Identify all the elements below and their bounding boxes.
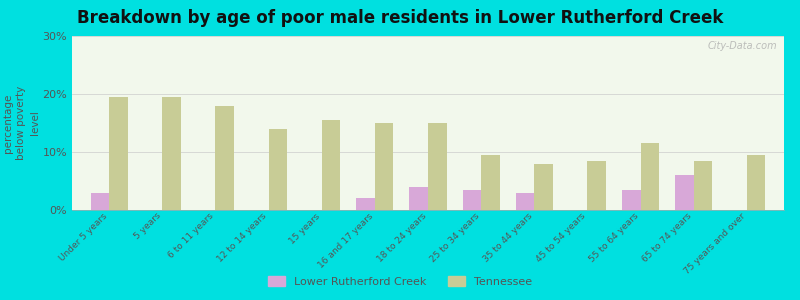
Bar xyxy=(747,155,766,210)
Bar xyxy=(109,97,128,210)
Bar xyxy=(641,143,659,210)
Bar xyxy=(481,155,500,210)
Bar xyxy=(516,193,534,210)
Y-axis label: percentage
below poverty
level: percentage below poverty level xyxy=(3,86,40,160)
Bar xyxy=(356,198,375,210)
Bar xyxy=(90,193,109,210)
Bar xyxy=(675,175,694,210)
Bar xyxy=(410,187,428,210)
Bar xyxy=(534,164,553,210)
Bar xyxy=(587,161,606,210)
Bar xyxy=(322,120,340,210)
Bar xyxy=(375,123,394,210)
Bar xyxy=(215,106,234,210)
Text: Breakdown by age of poor male residents in Lower Rutherford Creek: Breakdown by age of poor male residents … xyxy=(77,9,723,27)
Text: City-Data.com: City-Data.com xyxy=(707,41,777,51)
Legend: Lower Rutherford Creek, Tennessee: Lower Rutherford Creek, Tennessee xyxy=(264,272,536,291)
Bar xyxy=(428,123,446,210)
Bar xyxy=(462,190,481,210)
Bar xyxy=(269,129,287,210)
Bar xyxy=(162,97,181,210)
Bar xyxy=(694,161,712,210)
Bar xyxy=(622,190,641,210)
